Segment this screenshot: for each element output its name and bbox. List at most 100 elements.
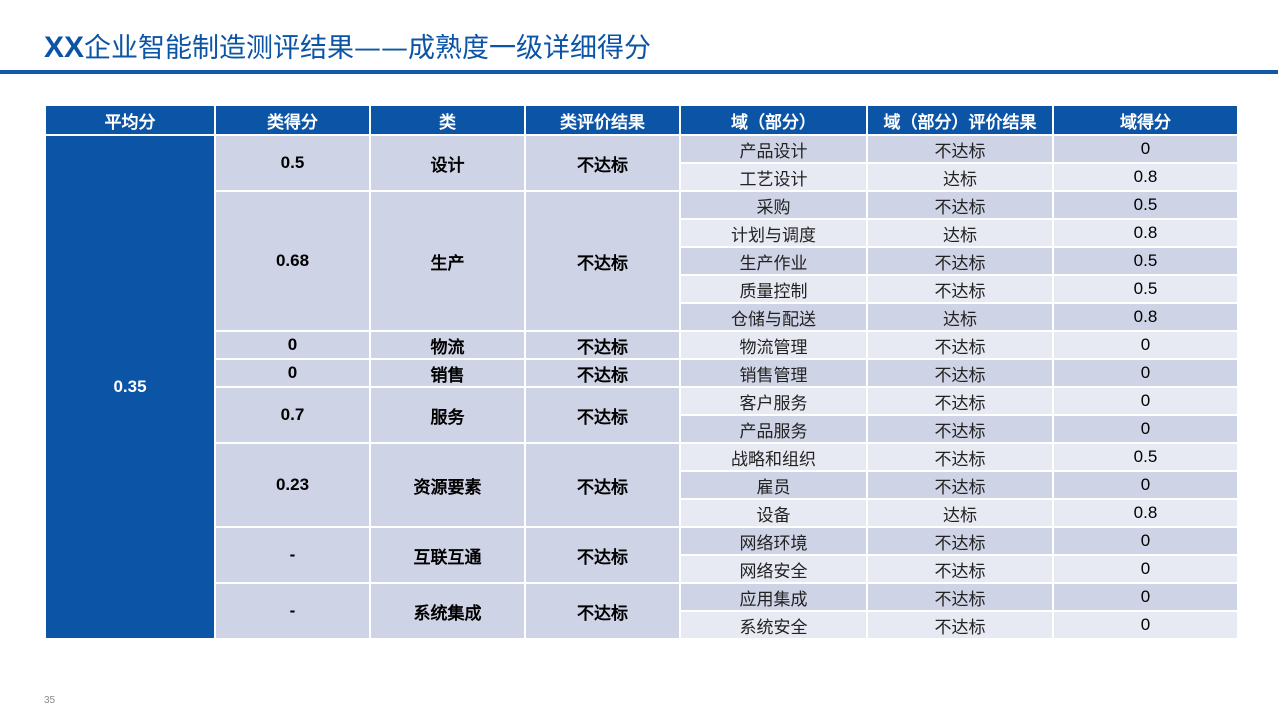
domain-score: 0.5 [1052, 190, 1239, 220]
category-result: 不达标 [524, 190, 681, 332]
domain-score: 0 [1052, 358, 1239, 388]
score-table: 平均分 类得分 类 类评价结果 域（部分） 域（部分）评价结果 域得分 0.35… [44, 104, 1239, 640]
table-row: 雇员 不达标 0 [45, 470, 1239, 500]
domain-name: 系统安全 [679, 610, 868, 640]
domain-result: 不达标 [866, 526, 1054, 556]
domain-result: 达标 [866, 218, 1054, 248]
header-category: 类 [369, 104, 526, 136]
domain-name: 战略和组织 [679, 442, 868, 472]
domain-result: 不达标 [866, 330, 1054, 360]
table-row: 计划与调度 达标 0.8 [45, 218, 1239, 248]
domain-name: 网络环境 [679, 526, 868, 556]
category-score: 0 [214, 330, 371, 360]
domain-score: 0.8 [1052, 498, 1239, 528]
table-row: 0 物流 不达标 物流管理 不达标 0 [45, 330, 1239, 360]
domain-name: 采购 [679, 190, 868, 220]
table-row: 0.68 生产 不达标 采购 不达标 0.5 [45, 190, 1239, 332]
category-score: 0 [214, 358, 371, 388]
table-row: 0.23 资源要素 不达标 战略和组织 不达标 0.5 [45, 442, 1239, 528]
header-domain-result: 域（部分）评价结果 [866, 104, 1054, 136]
category-name: 生产 [369, 190, 526, 332]
domain-score: 0.8 [1052, 162, 1239, 192]
domain-result: 不达标 [866, 274, 1054, 304]
table-row: 质量控制 不达标 0.5 [45, 274, 1239, 304]
domain-name: 设备 [679, 498, 868, 528]
category-score: 0.7 [214, 386, 371, 444]
category-name: 系统集成 [369, 582, 526, 640]
table-row: - 互联互通 不达标 网络环境 不达标 0 [45, 526, 1239, 584]
table-row: 0.35 0.5 设计 不达标 产品设计 不达标 0 [44, 134, 1239, 640]
domain-score: 0 [1052, 526, 1239, 556]
domain-result: 不达标 [866, 554, 1054, 584]
domain-result: 不达标 [866, 610, 1054, 640]
category-name: 资源要素 [369, 442, 526, 528]
domain-name: 销售管理 [679, 358, 868, 388]
domain-score: 0 [1052, 582, 1239, 612]
category-name: 互联互通 [369, 526, 526, 584]
table-row: 工艺设计 达标 0.8 [45, 162, 1239, 192]
table-row: 仓储与配送 达标 0.8 [45, 302, 1239, 332]
header-category-result: 类评价结果 [524, 104, 681, 136]
average-score: 0.35 [44, 134, 216, 640]
domain-name: 工艺设计 [679, 162, 868, 192]
title-underline [0, 70, 1278, 74]
domain-name: 客户服务 [679, 386, 868, 416]
category-score: 0.68 [214, 190, 371, 332]
page-title: XX企业智能制造测评结果——成熟度一级详细得分 [44, 28, 651, 68]
table-row: 网络安全 不达标 0 [45, 554, 1239, 584]
domain-result: 不达标 [866, 246, 1054, 276]
domain-result: 不达标 [866, 442, 1054, 472]
domain-name: 应用集成 [679, 582, 868, 612]
category-score: - [214, 582, 371, 640]
domain-name: 计划与调度 [679, 218, 868, 248]
table-row: 产品服务 不达标 0 [45, 414, 1239, 444]
category-name: 设计 [369, 134, 526, 192]
domain-name: 生产作业 [679, 246, 868, 276]
domain-name: 质量控制 [679, 274, 868, 304]
header-domain-score: 域得分 [1052, 104, 1239, 136]
domain-name: 仓储与配送 [679, 302, 868, 332]
table-row: - 系统集成 不达标 应用集成 不达标 0 [45, 582, 1239, 640]
domain-score: 0 [1052, 386, 1239, 416]
domain-name: 雇员 [679, 470, 868, 500]
category-score: 0.23 [214, 442, 371, 528]
domain-result: 不达标 [866, 386, 1054, 416]
table-row: 生产作业 不达标 0.5 [45, 246, 1239, 276]
domain-name: 物流管理 [679, 330, 868, 360]
category-name: 销售 [369, 358, 526, 388]
title-text: 企业智能制造测评结果——成熟度一级详细得分 [84, 33, 652, 64]
domain-score: 0 [1052, 554, 1239, 584]
domain-score: 0 [1052, 134, 1239, 164]
domain-result: 达标 [866, 498, 1054, 528]
category-result: 不达标 [524, 330, 681, 360]
domain-score: 0 [1052, 610, 1239, 640]
domain-result: 不达标 [866, 134, 1054, 164]
category-result: 不达标 [524, 582, 681, 640]
category-result: 不达标 [524, 134, 681, 192]
domain-score: 0.5 [1052, 246, 1239, 276]
table-row: 设备 达标 0.8 [45, 498, 1239, 528]
category-score: 0.5 [214, 134, 371, 192]
domain-name: 网络安全 [679, 554, 868, 584]
domain-result: 不达标 [866, 414, 1054, 444]
category-result: 不达标 [524, 358, 681, 388]
domain-score: 0.5 [1052, 274, 1239, 304]
category-result: 不达标 [524, 442, 681, 528]
domain-score: 0.5 [1052, 442, 1239, 472]
domain-result: 不达标 [866, 582, 1054, 612]
domain-score: 0 [1052, 330, 1239, 360]
domain-score: 0.8 [1052, 218, 1239, 248]
category-name: 服务 [369, 386, 526, 444]
category-result: 不达标 [524, 526, 681, 584]
table-row: 系统安全 不达标 0 [45, 610, 1239, 640]
title-brand: XX [44, 31, 85, 64]
header-row: 平均分 类得分 类 类评价结果 域（部分） 域（部分）评价结果 域得分 [44, 104, 1239, 136]
domain-result: 不达标 [866, 190, 1054, 220]
domain-name: 产品设计 [679, 134, 868, 164]
header-average: 平均分 [44, 104, 216, 136]
domain-score: 0.8 [1052, 302, 1239, 332]
category-score: - [214, 526, 371, 584]
category-name: 物流 [369, 330, 526, 360]
category-result: 不达标 [524, 386, 681, 444]
table-body: 0.35 0.5 设计 不达标 产品设计 不达标 0 工艺设计 达标 0.8 0… [44, 134, 1239, 640]
